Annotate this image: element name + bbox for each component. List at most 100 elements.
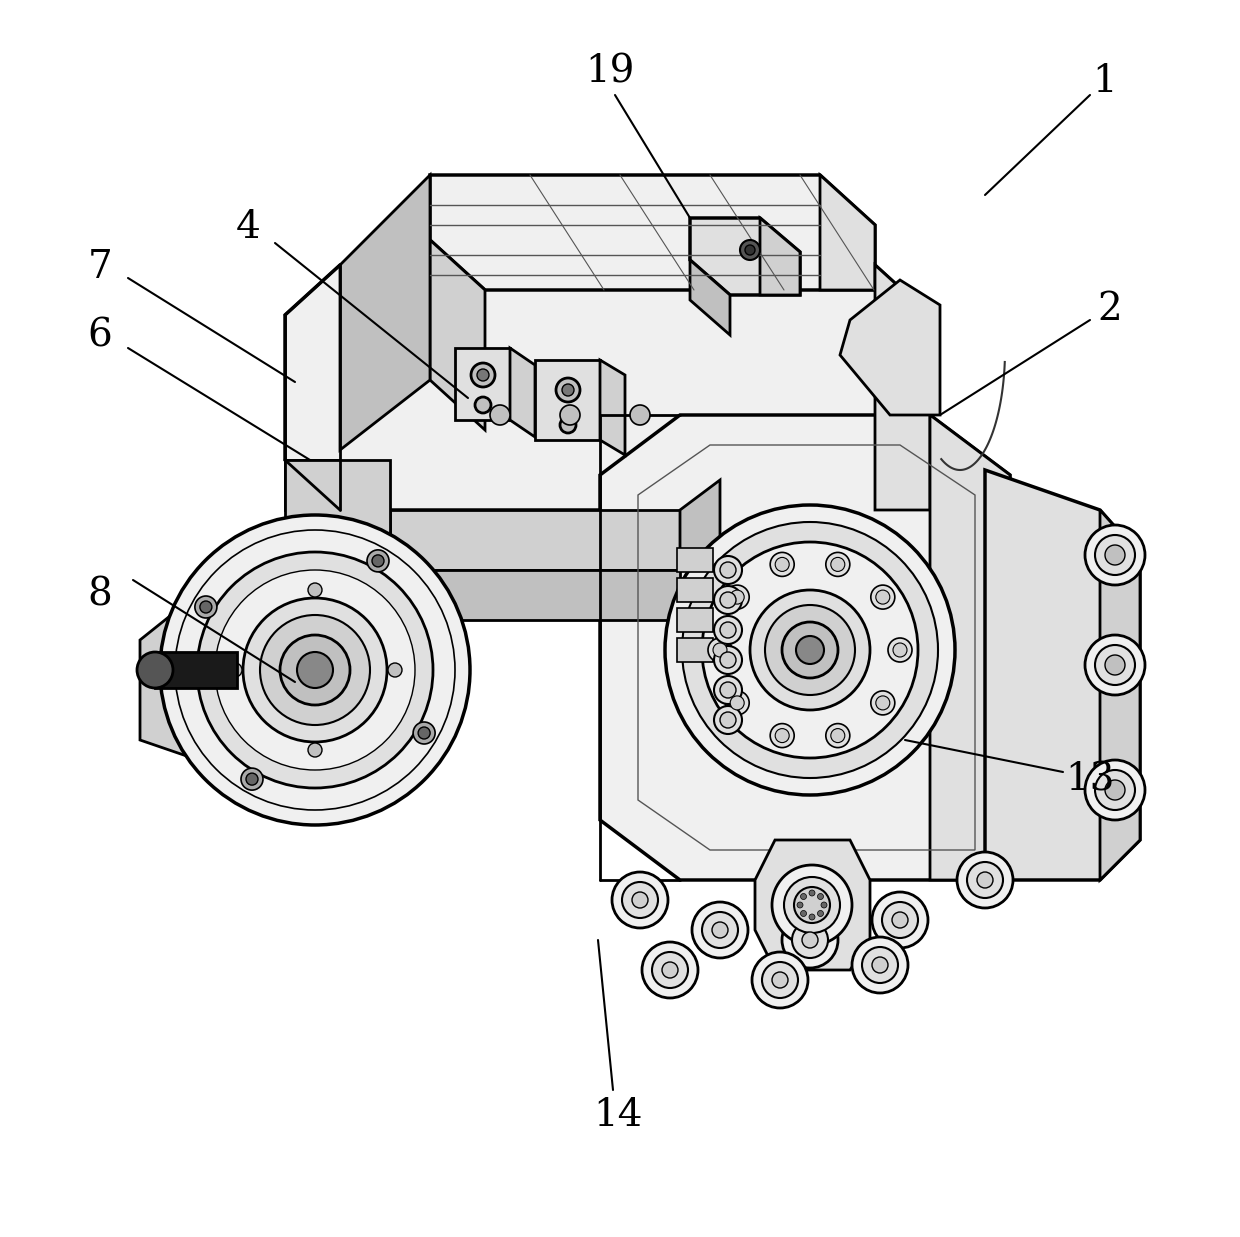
Circle shape [367,550,389,571]
Circle shape [562,383,574,396]
Circle shape [720,682,737,698]
Circle shape [662,962,678,978]
Circle shape [1105,656,1125,675]
Polygon shape [455,348,510,421]
Polygon shape [930,414,1011,880]
Circle shape [882,902,918,938]
Circle shape [821,902,827,908]
Circle shape [725,691,749,715]
Circle shape [730,696,744,710]
Polygon shape [875,265,930,510]
Text: 7: 7 [88,250,113,287]
Circle shape [308,743,322,757]
Polygon shape [677,609,713,632]
Circle shape [714,646,742,674]
Polygon shape [285,541,391,620]
Polygon shape [839,280,940,414]
Polygon shape [391,570,680,620]
Circle shape [1105,546,1125,565]
Circle shape [826,553,849,576]
Circle shape [632,892,649,908]
Circle shape [826,724,849,747]
Circle shape [1085,524,1145,585]
Circle shape [714,555,742,584]
Polygon shape [689,260,730,335]
Circle shape [642,943,698,998]
Circle shape [630,404,650,426]
Circle shape [773,972,787,988]
Polygon shape [600,360,625,455]
Circle shape [560,404,580,426]
Circle shape [875,696,890,710]
Polygon shape [760,218,800,294]
Circle shape [720,713,737,729]
Circle shape [792,922,828,957]
Polygon shape [430,240,485,430]
Polygon shape [677,548,713,571]
Polygon shape [430,174,875,289]
Polygon shape [510,348,534,437]
Polygon shape [755,840,870,970]
Circle shape [372,555,384,567]
Polygon shape [689,218,800,294]
Circle shape [692,902,748,957]
Circle shape [418,727,430,738]
Circle shape [775,558,789,571]
Circle shape [957,852,1013,908]
Circle shape [475,397,491,413]
Circle shape [720,562,737,578]
Circle shape [136,652,174,688]
Polygon shape [820,174,875,289]
Circle shape [801,910,806,917]
Text: 1: 1 [1092,63,1117,100]
Circle shape [782,622,838,678]
Polygon shape [534,360,600,440]
Polygon shape [285,460,391,541]
Circle shape [1105,781,1125,800]
Circle shape [872,892,928,948]
Circle shape [808,889,815,896]
Circle shape [862,948,898,983]
Circle shape [260,615,370,725]
Circle shape [888,638,911,662]
Circle shape [556,379,580,402]
Circle shape [714,675,742,704]
Circle shape [817,893,823,899]
Circle shape [796,636,825,664]
Circle shape [775,729,789,742]
Circle shape [870,691,895,715]
Text: 13: 13 [1065,762,1115,799]
Circle shape [413,722,435,743]
Circle shape [714,586,742,614]
Circle shape [298,652,334,688]
Text: 14: 14 [593,1096,642,1133]
Circle shape [784,877,839,933]
Circle shape [750,590,870,710]
Polygon shape [600,414,1011,880]
Polygon shape [155,652,237,688]
Text: 4: 4 [236,209,260,246]
Circle shape [892,912,908,928]
Circle shape [215,570,415,769]
Circle shape [388,663,402,677]
Circle shape [797,902,804,908]
Circle shape [817,910,823,917]
Circle shape [782,912,838,969]
Circle shape [228,663,242,677]
Circle shape [241,768,263,790]
Circle shape [977,872,993,888]
Circle shape [1085,760,1145,820]
Circle shape [702,912,738,948]
Circle shape [200,601,212,614]
Circle shape [831,558,844,571]
Circle shape [471,362,495,387]
Circle shape [308,583,322,597]
Circle shape [720,652,737,668]
Polygon shape [1100,510,1140,880]
Circle shape [560,417,577,433]
Circle shape [175,529,455,810]
Polygon shape [285,460,340,510]
Circle shape [773,865,852,945]
Circle shape [712,922,728,938]
Polygon shape [391,510,680,570]
